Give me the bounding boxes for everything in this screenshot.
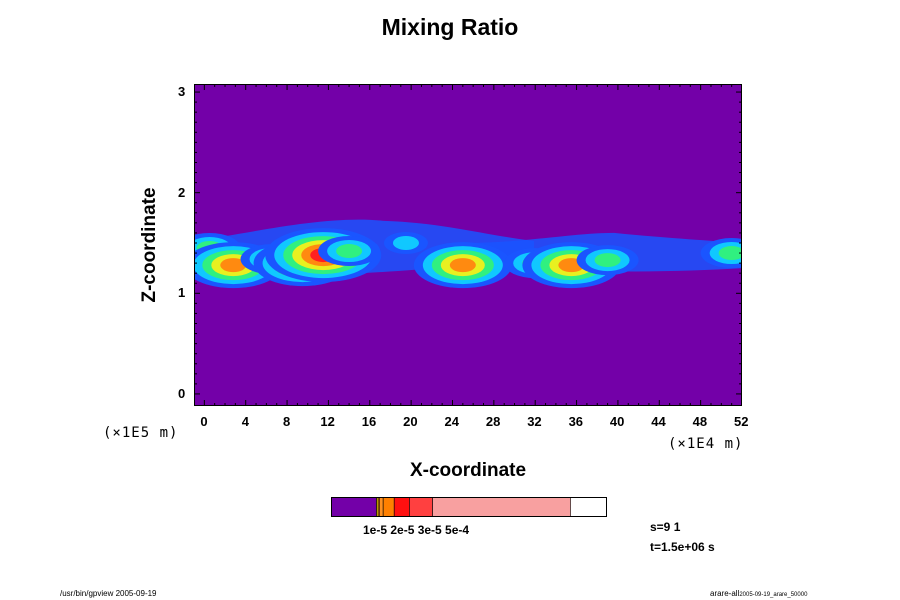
colorbar-segment [393,496,410,518]
x-tick-label: 52 [734,414,749,429]
footer-file-main: arare-all [710,589,740,598]
x-axis-label: X-coordinate [409,460,527,481]
x-tick-label: 36 [568,414,584,429]
y-axis-label: Z-coordinate [139,187,160,303]
time-info: t=1.5e+06 s [650,540,715,554]
x-tick-label: 20 [403,414,418,429]
plume-11-level-3 [718,246,742,261]
x-tick-label: 40 [609,414,625,429]
y-tick-label: 3 [178,84,186,100]
x-tick-label: 4 [241,414,249,429]
step-info: s=9 1 [650,520,681,534]
x-tick-label: 16 [361,414,377,429]
y-tick-label: 1 [178,285,186,301]
y-tick-label: 0 [178,385,186,401]
plot-frame [194,84,742,406]
z-unit-label: (×1E5 m) [103,425,179,441]
colorbar [330,496,607,518]
x-tick-label: 44 [651,414,666,429]
plume-5-level-3 [336,244,363,259]
y-tick-label: 2 [178,184,186,200]
colorbar-segment [432,496,571,518]
x-tick-label: 32 [527,414,542,429]
x-tick-label: 0 [200,414,208,429]
plume-6-level-2 [392,235,419,250]
heatmap-plot [194,84,742,406]
footer-filename: arare-all2005-09-19_arare_50000 [710,589,807,598]
plume-10-level-3 [594,253,621,268]
colorbar-segment [409,496,433,518]
x-tick-label: 24 [444,414,459,429]
chart-title: Mixing Ratio [381,14,519,40]
colorbar-segment [378,496,384,518]
colorbar-segment [382,496,395,518]
plot-area [194,84,742,406]
x-unit-label: (×1E4 m) [668,436,744,452]
x-tick-label: 8 [283,414,291,429]
colorbar-frame [331,497,607,517]
x-tick-label: 12 [320,414,335,429]
plume-1-level-5 [220,258,247,273]
footer-file-sub: 2005-09-19_arare_50000 [739,592,808,598]
footer-command: /usr/bin/gpview 2005-09-19 [60,589,157,598]
x-tick-label: 48 [692,414,708,429]
x-tick-label: 28 [485,414,501,429]
colorbar-segment [330,496,377,518]
colorbar-svg [330,496,607,518]
plume-7-level-5 [449,258,476,273]
colorbar-label-text: 1e-5 2e-5 3e-5 5e-4 [363,523,470,537]
